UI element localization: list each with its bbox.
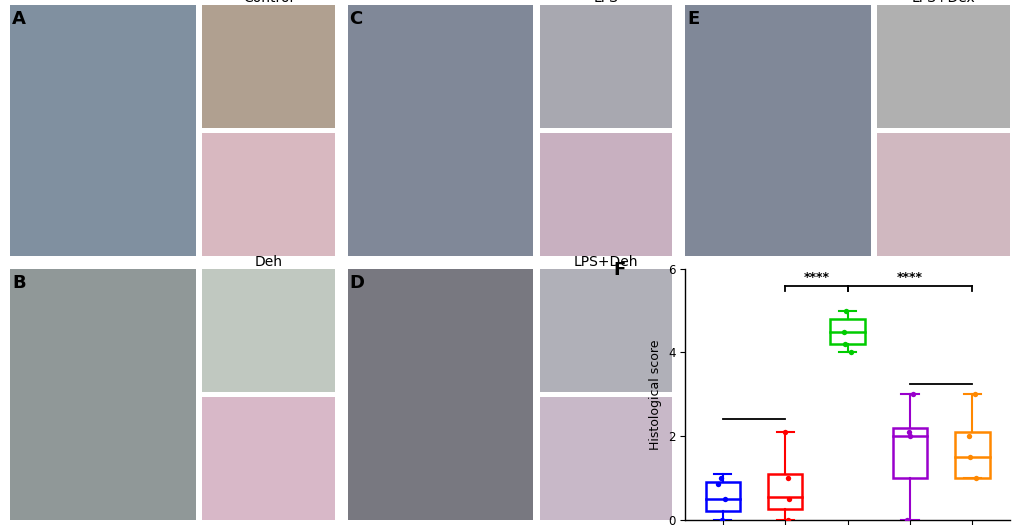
Point — [838, 307, 854, 315]
Point — [960, 432, 976, 440]
Bar — [892, 428, 926, 478]
Point — [780, 516, 796, 524]
Text: D: D — [350, 274, 364, 292]
Bar — [954, 432, 988, 478]
Title: Deh: Deh — [254, 255, 282, 269]
Point — [715, 495, 732, 503]
Title: LPS+Deh: LPS+Deh — [573, 255, 638, 269]
Text: F: F — [613, 261, 626, 279]
Text: ****: **** — [896, 271, 922, 284]
Point — [900, 428, 916, 436]
Bar — [829, 319, 864, 344]
Text: C: C — [350, 10, 363, 28]
Text: ****: **** — [803, 271, 828, 284]
Point — [835, 327, 851, 335]
Point — [966, 390, 982, 398]
Point — [966, 474, 982, 482]
Point — [712, 474, 729, 482]
Text: A: A — [12, 10, 25, 28]
Point — [776, 428, 793, 436]
Point — [961, 453, 977, 461]
Point — [709, 480, 726, 488]
Title: Control: Control — [244, 0, 293, 5]
Title: LPS+Dex: LPS+Dex — [911, 0, 974, 5]
Point — [781, 495, 797, 503]
Y-axis label: Histological score: Histological score — [649, 339, 661, 449]
Title: LPS: LPS — [593, 0, 618, 5]
Text: B: B — [12, 274, 25, 292]
Point — [842, 348, 858, 356]
Point — [901, 432, 917, 440]
Point — [904, 390, 920, 398]
Point — [836, 340, 852, 348]
Bar — [705, 482, 739, 511]
Bar — [767, 474, 802, 509]
Text: E: E — [687, 10, 699, 28]
Point — [780, 474, 796, 482]
Point — [899, 516, 915, 524]
Point — [713, 516, 730, 524]
